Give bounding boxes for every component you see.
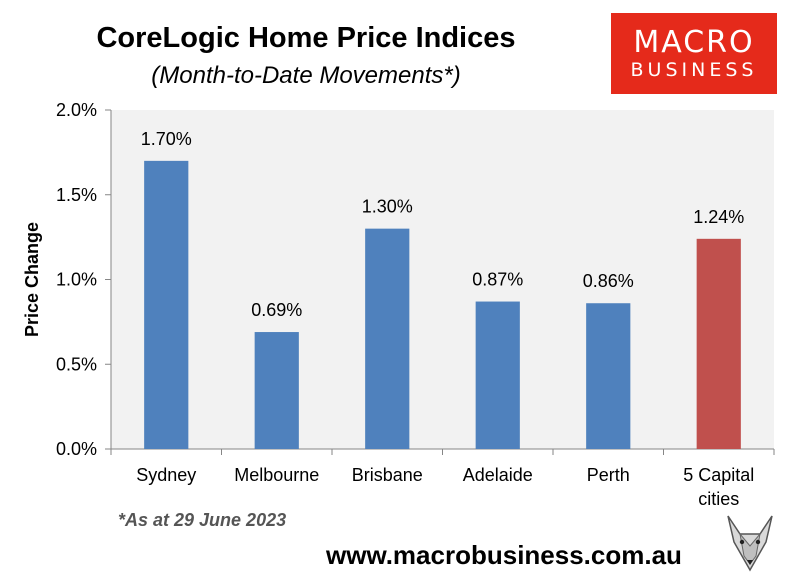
chart-subtitle: (Month-to-Date Movements*): [151, 62, 461, 89]
data-label: 0.86%: [583, 271, 634, 291]
bar-2: [365, 228, 410, 449]
chart-title: CoreLogic Home Price Indices: [96, 22, 516, 54]
bar-chart: 0.0% 0.5% 1.0% 1.5% 2.0% Price Change 1.70% Syd…: [22, 100, 775, 509]
bar-4: [586, 303, 631, 449]
fox-logo-icon: [720, 512, 780, 574]
website-url: www.macrobusiness.com.au: [326, 540, 682, 570]
data-label: 1.30%: [362, 197, 413, 217]
category-label: Melbourne: [234, 465, 319, 485]
y-tick-label: 1.0%: [56, 270, 97, 290]
bar-3: [475, 301, 520, 449]
y-tick-label: 0.0%: [56, 439, 97, 459]
bar-5: [696, 238, 741, 449]
bar-1: [254, 332, 299, 449]
data-label: 1.24%: [693, 207, 744, 227]
logo-line2: BUSINESS: [630, 59, 758, 81]
plot-area: [111, 110, 774, 449]
category-label: Brisbane: [352, 465, 423, 485]
category-label: Sydney: [136, 465, 196, 485]
data-label: 1.70%: [141, 129, 192, 149]
y-tick-label: 1.5%: [56, 185, 97, 205]
y-tick-label: 2.0%: [56, 100, 97, 120]
category-label: 5 Capital cities: [683, 465, 754, 509]
bar-0: [144, 160, 189, 449]
macrobusiness-logo: MACRO BUSINESS: [611, 13, 777, 94]
category-label: Perth: [587, 465, 630, 485]
footnote: *As at 29 June 2023: [118, 510, 287, 530]
category-label: Adelaide: [463, 465, 533, 485]
data-label: 0.87%: [472, 270, 523, 290]
logo-line1: MACRO: [633, 25, 755, 60]
data-label: 0.69%: [251, 300, 302, 320]
y-axis-title: Price Change: [22, 222, 42, 337]
y-tick-label: 0.5%: [56, 354, 97, 374]
